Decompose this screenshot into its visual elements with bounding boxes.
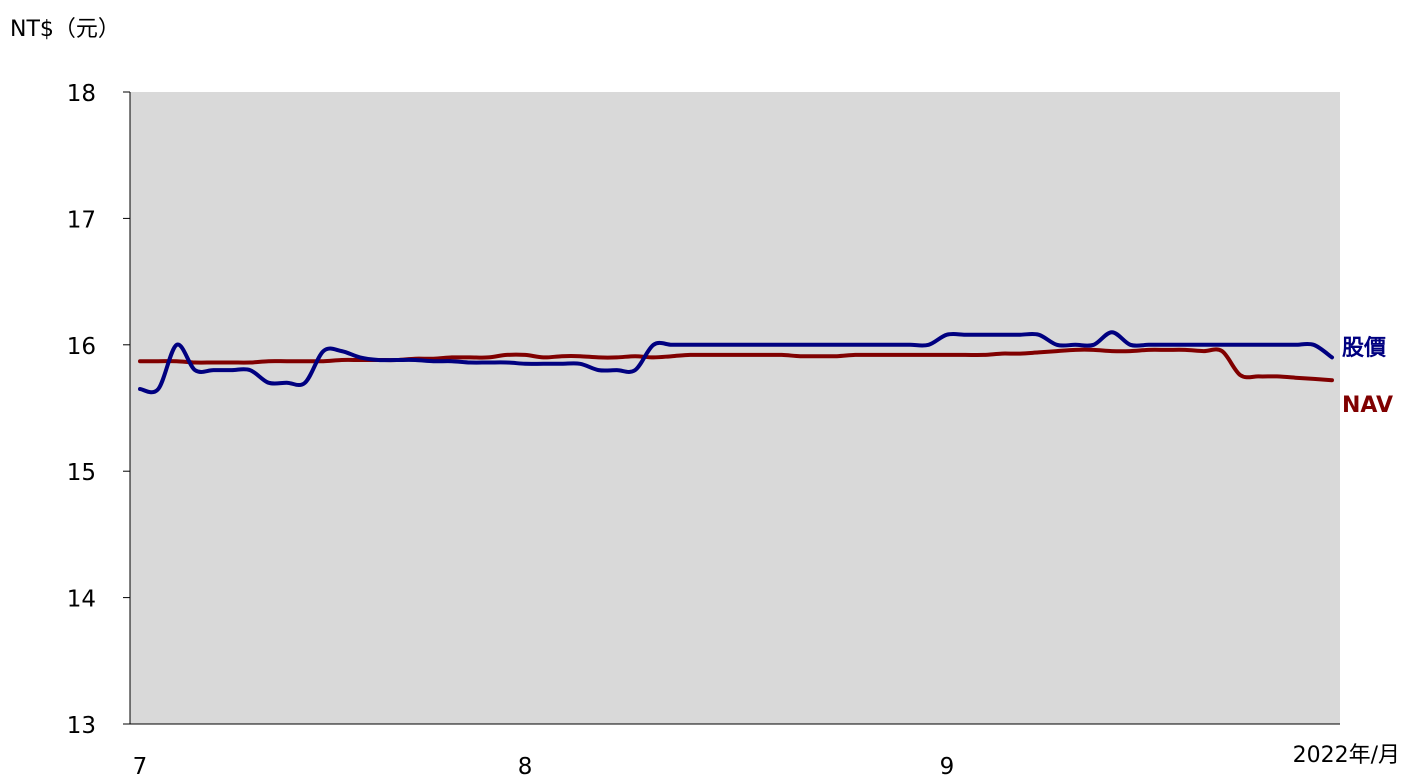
series-line-price bbox=[138, 330, 1334, 395]
plot-area bbox=[130, 92, 1340, 724]
series-label-price: 股價 bbox=[1342, 336, 1387, 361]
x-tick-label: 9 bbox=[940, 754, 955, 776]
series-label-nav: NAV bbox=[1342, 393, 1393, 418]
y-tick-label: 13 bbox=[67, 713, 96, 739]
y-axis-ticks: 13 14 15 16 17 18 bbox=[67, 81, 130, 739]
x-tick-label: 7 bbox=[133, 754, 148, 776]
y-tick-label: 17 bbox=[67, 207, 96, 233]
series-labels: 股價 NAV bbox=[1342, 336, 1393, 418]
y-tick-label: 14 bbox=[67, 587, 96, 613]
y-tick-label: 16 bbox=[67, 334, 96, 360]
y-tick-label: 15 bbox=[67, 460, 96, 486]
series-lines bbox=[138, 330, 1334, 395]
y-tick-label: 18 bbox=[67, 81, 96, 107]
y-unit-label: NT$（元） bbox=[10, 17, 120, 42]
x-axis-ticks: 7 8 9 bbox=[133, 754, 955, 776]
x-tick-label: 8 bbox=[518, 754, 533, 776]
x-unit-label: 2022年/月 bbox=[1293, 743, 1400, 768]
series-line-nav bbox=[138, 347, 1334, 383]
